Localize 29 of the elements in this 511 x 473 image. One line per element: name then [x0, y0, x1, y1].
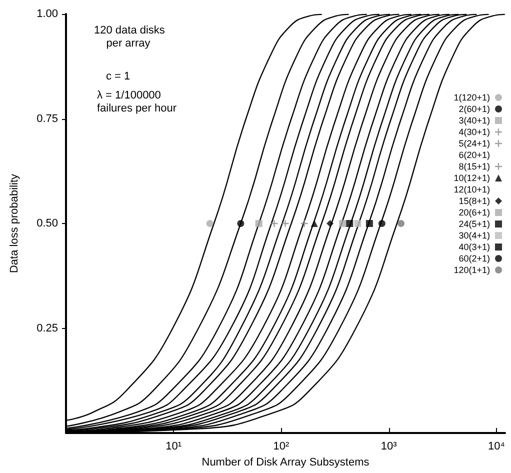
legend-label: 2(60+1) — [458, 104, 490, 114]
legend-label: 1(120+1) — [454, 92, 490, 102]
legend-label: 24(5+1) — [458, 219, 490, 229]
x-axis-title: Number of Disk Array Subsystems — [202, 456, 370, 468]
legend-label: 30(4+1) — [458, 230, 490, 240]
x-tick-label: 10⁴ — [488, 440, 506, 452]
legend-label: 5(24+1) — [458, 138, 490, 148]
y-tick-label: 1.00 — [36, 8, 58, 20]
legend-label: 15(8+1) — [458, 196, 490, 206]
legend-label: 3(40+1) — [458, 116, 490, 126]
legend-label: 6(20+1) — [458, 150, 490, 160]
x-tick-label: 10¹ — [166, 440, 182, 452]
y-tick-label: 0.75 — [36, 112, 58, 125]
y-axis-title: Data loss probability — [8, 173, 20, 274]
x-tick-label: 10³ — [380, 440, 398, 452]
legend-label: 20(6+1) — [458, 208, 490, 218]
legend-label: 60(2+1) — [458, 254, 490, 264]
y-tick-label: 0.25 — [36, 322, 58, 334]
y-tick-label: 0.50 — [36, 218, 58, 230]
legend-label: 12(10+1) — [454, 184, 490, 194]
annotation: 120 data disks per array — [94, 24, 166, 50]
legend-label: 10(12+1) — [454, 173, 490, 183]
x-tick-label: 10² — [273, 440, 290, 452]
legend-label: 40(3+1) — [458, 242, 490, 252]
legend-label: 120(1+1) — [454, 265, 490, 275]
annotation: c = 1 — [106, 70, 130, 82]
legend-label: 8(15+1) — [458, 162, 490, 172]
legend-label: 4(30+1) — [458, 127, 490, 137]
annotation: λ = 1/100000 failures per hour — [97, 90, 177, 114]
